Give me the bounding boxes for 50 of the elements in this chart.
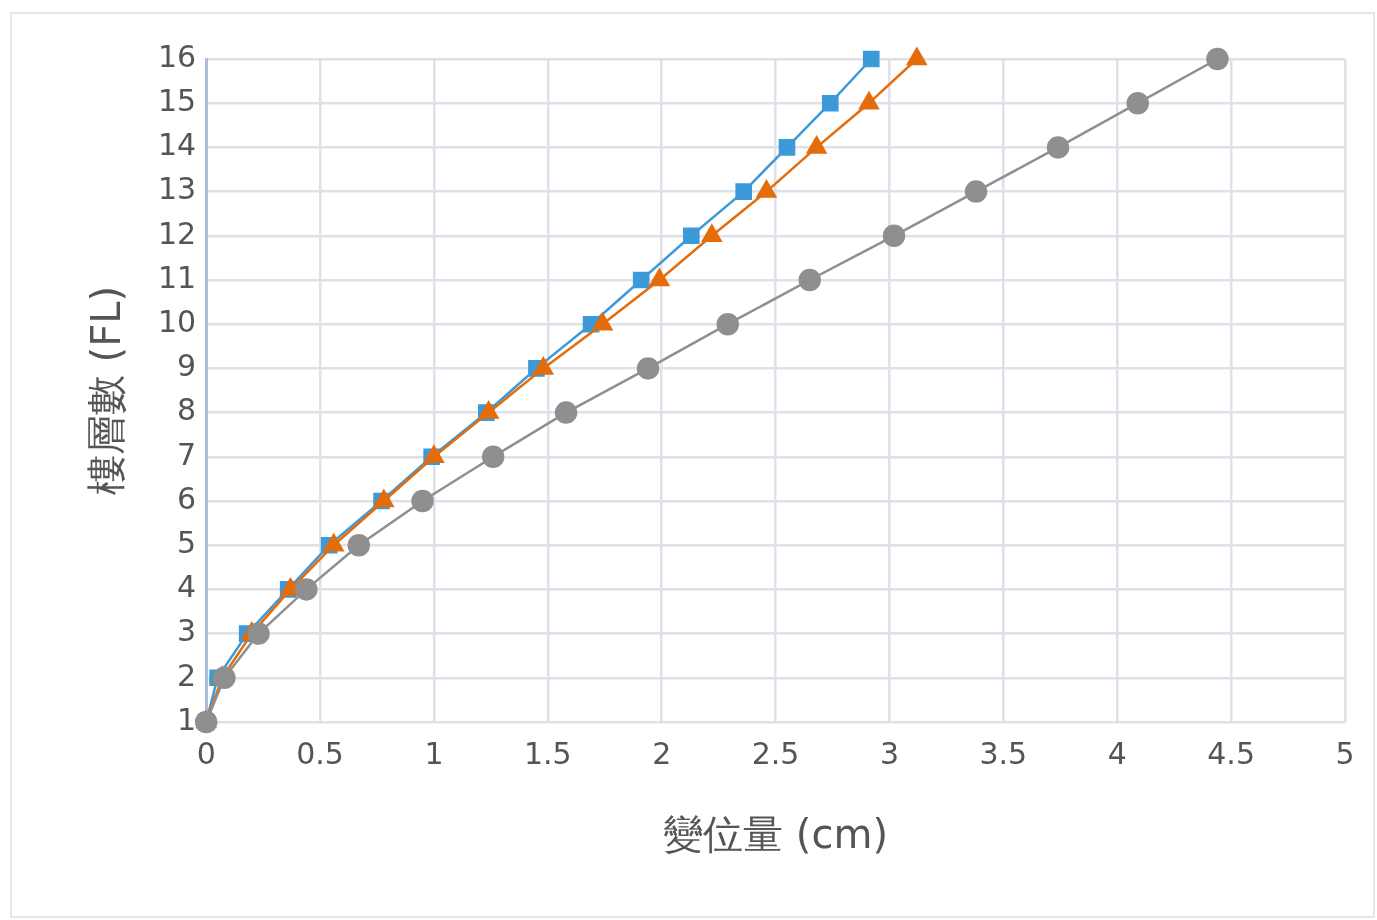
point	[554, 401, 578, 424]
point	[716, 312, 740, 336]
y-tick-label: 15	[157, 83, 197, 118]
x-tick-label: 3.5	[979, 735, 1028, 771]
x-tick-label: 4.5	[1207, 735, 1255, 771]
point	[213, 666, 236, 690]
y-tick-label: 1	[177, 701, 197, 737]
point	[636, 357, 660, 380]
y-tick-label: 2	[177, 657, 197, 693]
y-tick-label: 12	[157, 215, 197, 251]
y-tick-label: 4	[177, 569, 197, 605]
point	[1046, 136, 1070, 159]
point	[798, 268, 821, 292]
point	[247, 622, 270, 645]
point	[632, 271, 650, 289]
point	[1126, 91, 1149, 115]
point	[862, 50, 880, 68]
point	[295, 578, 318, 601]
x-axis-title: 變位量 (cm)	[663, 811, 889, 858]
point	[735, 183, 753, 200]
point	[778, 139, 796, 156]
point	[882, 224, 906, 248]
y-tick-label: 7	[177, 436, 197, 472]
x-tick-label: 2.5	[751, 735, 800, 771]
y-axis-title: 樓層數 (FL)	[83, 285, 130, 496]
point	[682, 227, 700, 245]
y-tick-label: 6	[177, 480, 197, 516]
y-tick-label: 9	[177, 348, 197, 384]
point	[347, 533, 371, 557]
y-tick-label: 8	[177, 392, 197, 428]
y-tick-label: 10	[157, 304, 197, 339]
point	[1206, 47, 1229, 71]
x-tick-label: 4	[1107, 735, 1127, 771]
y-tick-label: 3	[177, 613, 197, 649]
y-tick-label: 13	[157, 171, 197, 207]
point	[481, 445, 505, 469]
x-tick-label: 3	[879, 735, 900, 771]
x-tick-label: 0	[196, 735, 216, 771]
x-tick-label: 5	[1335, 735, 1355, 771]
y-tick-label: 14	[157, 127, 197, 163]
point	[964, 180, 988, 203]
y-tick-label: 16	[157, 38, 197, 74]
x-tick-label: 2	[652, 735, 672, 771]
y-tick-label: 11	[157, 259, 197, 295]
x-tick-label: 1.5	[523, 735, 572, 771]
point	[411, 489, 434, 513]
y-tick-label: 5	[177, 525, 197, 560]
x-tick-label: 1	[424, 735, 444, 771]
x-tick-label: 0.5	[296, 735, 344, 771]
point	[821, 94, 839, 112]
